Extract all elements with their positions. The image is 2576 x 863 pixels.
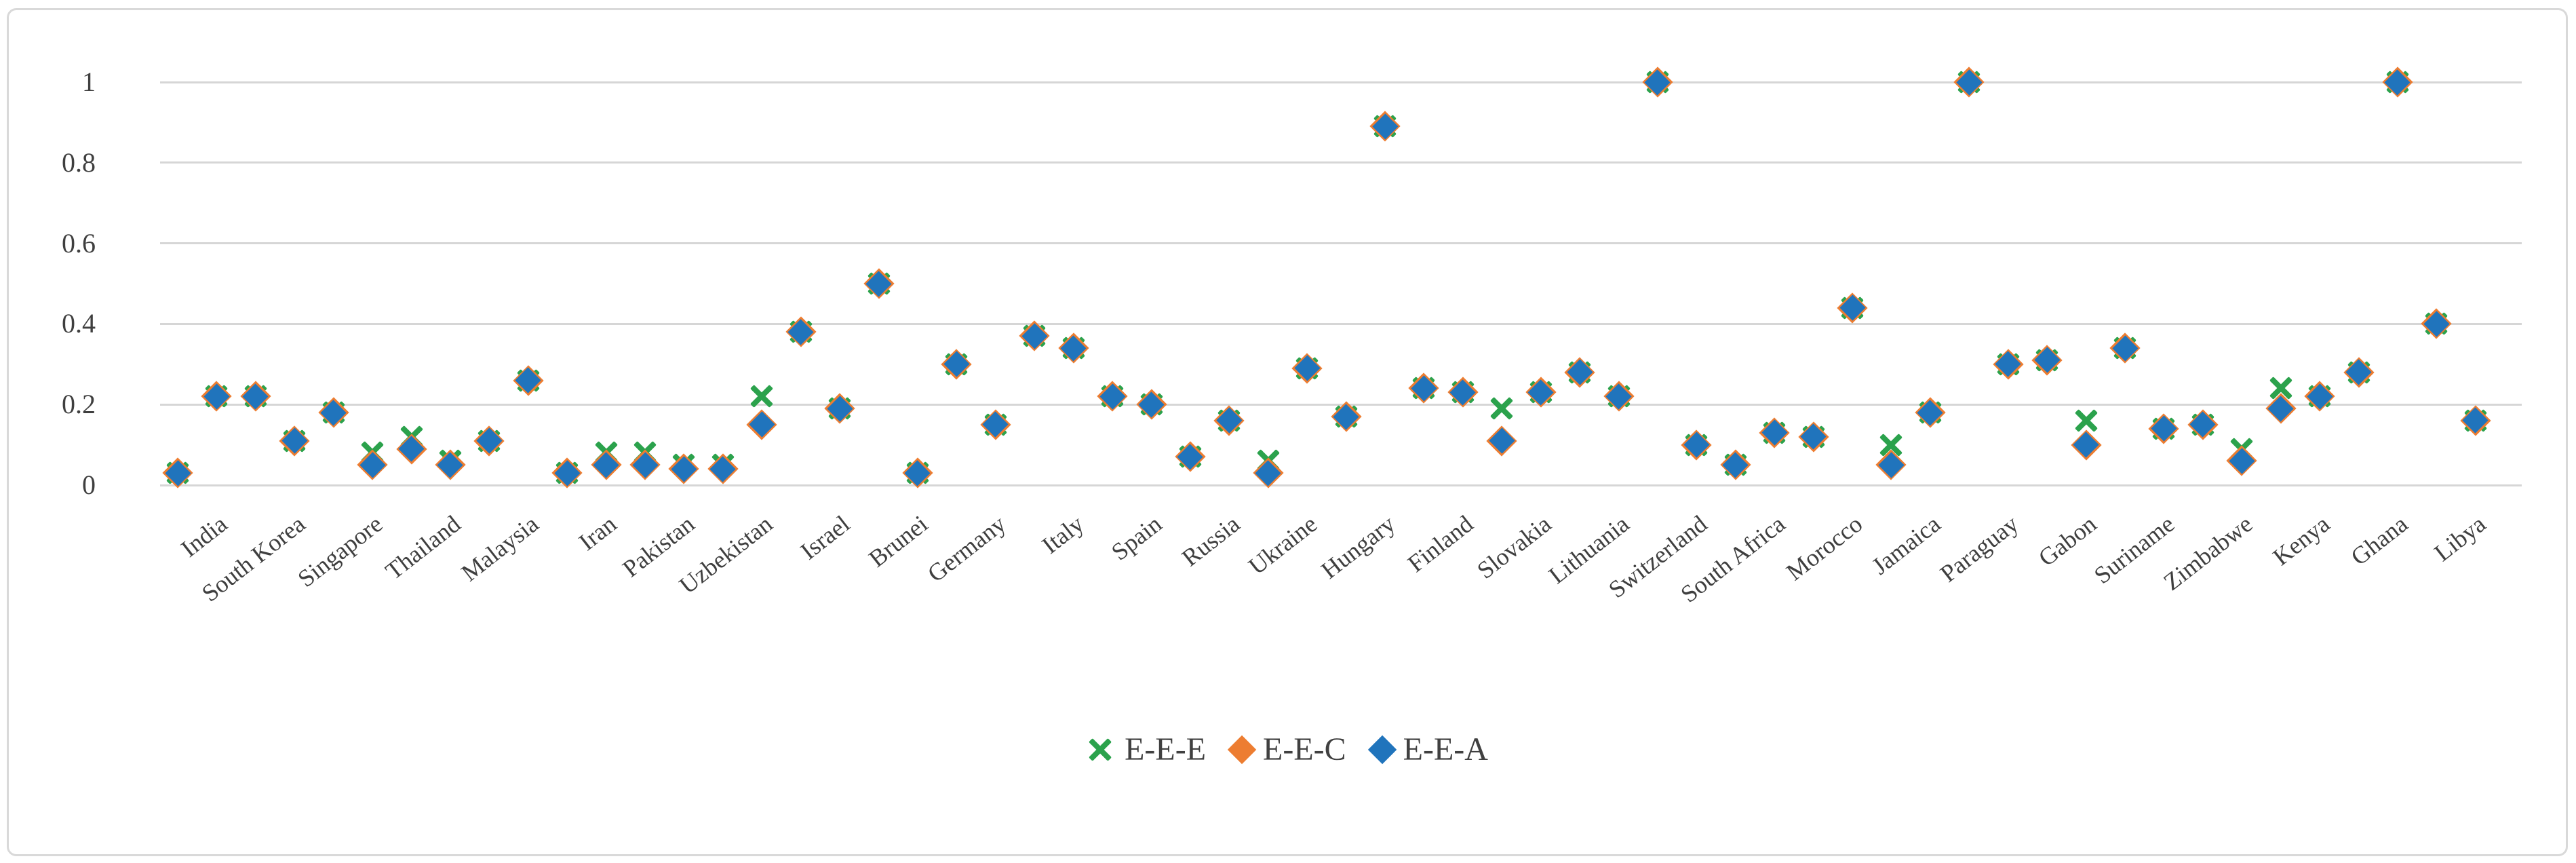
chart-legend: E-E-E E-E-C E-E-A: [1087, 731, 1488, 768]
scatter-plot-area: 0 0.2 0.4 0.6 0.8 1 India South Korea Singapore T…: [9, 10, 2566, 854]
scatter-point-x-E-E-E: [748, 383, 775, 410]
x-axis-category-label: Israel: [796, 510, 855, 565]
x-axis-category-label: Spain: [1106, 510, 1167, 566]
x-axis-category-label: Slovakia: [1472, 510, 1557, 584]
legend-series-label: E-E-E: [1125, 731, 1207, 767]
legend-diamond-marker-icon: [1227, 735, 1257, 764]
y-gridline: [160, 161, 2522, 164]
legend-item-E-E-E: E-E-E: [1087, 731, 1206, 768]
scatter-point-x-E-E-E: [1488, 395, 1515, 422]
x-axis-category-label: Germany: [922, 510, 1011, 588]
x-axis-category-label: Iran: [573, 510, 622, 556]
x-axis-category-label: Ukraine: [1243, 510, 1323, 580]
y-axis-tick-label: 0.6: [62, 227, 96, 258]
legend-series-label: E-E-C: [1263, 731, 1346, 767]
x-axis-category-label: Gabon: [2033, 510, 2102, 572]
x-axis-category-label: Hungary: [1316, 510, 1401, 584]
x-axis-category-label: Morocco: [1781, 510, 1868, 586]
x-axis-category-label: Russia: [1176, 510, 1245, 572]
x-axis-category-label: Libya: [2429, 510, 2491, 567]
x-axis-category-label: Finland: [1403, 510, 1479, 578]
y-gridline: [160, 484, 2522, 486]
x-axis-category-label: Thailand: [380, 510, 466, 586]
y-axis-tick-label: 0.2: [62, 389, 96, 420]
y-axis-tick-label: 1: [82, 66, 96, 97]
legend-series-label: E-E-A: [1403, 731, 1488, 767]
scatter-point-diamond-E-E-A: [1489, 427, 1515, 454]
y-axis-tick-label: 0: [82, 469, 96, 500]
legend-diamond-marker-icon: [1367, 735, 1397, 764]
legend-item-E-E-A: E-E-A: [1367, 731, 1488, 768]
y-gridline: [160, 322, 2522, 325]
x-axis-category-label: Singapore: [292, 510, 388, 593]
scatter-point-diamond-E-E-A: [2073, 432, 2099, 458]
chart-frame: 0 0.2 0.4 0.6 0.8 1 India South Korea Singapore T…: [7, 8, 2568, 856]
x-axis-category-label: Jamaica: [1867, 510, 1946, 580]
scatter-point-diamond-E-E-A: [749, 411, 775, 438]
y-axis-tick-label: 0.4: [62, 308, 96, 339]
legend-x-marker-icon: [1087, 736, 1114, 763]
y-gridline: [160, 242, 2522, 245]
x-axis-category-label: Italy: [1036, 510, 1089, 559]
y-gridline: [160, 403, 2522, 406]
y-axis-tick-label: 0.8: [62, 147, 96, 178]
x-axis-category-label: India: [176, 510, 232, 562]
x-axis-category-label: Ghana: [2345, 510, 2413, 571]
x-axis-category-label: Paraguay: [1935, 510, 2024, 588]
y-gridline: [160, 81, 2522, 83]
legend-item-E-E-C: E-E-C: [1227, 731, 1346, 768]
x-axis-category-label: Kenya: [2267, 510, 2335, 571]
x-axis-category-label: Brunei: [863, 510, 933, 573]
x-axis-category-label: Malaysia: [456, 510, 544, 587]
